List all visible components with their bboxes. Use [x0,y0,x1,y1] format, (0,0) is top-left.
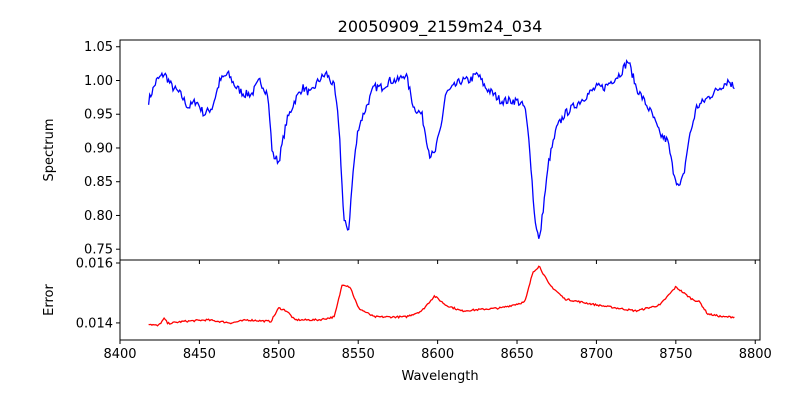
axes-frame [119,259,761,341]
y-tick-label: 1.05 [84,40,113,55]
x-tick-label: 8400 [103,347,136,362]
x-axis-label: Wavelength [401,369,478,384]
y-tick-label: 1.00 [84,74,113,89]
y-tick-label: 0.016 [76,256,113,271]
x-tick-label: 8450 [183,347,216,362]
x-tick-label: 8650 [500,347,533,362]
y-tick-label: 0.95 [84,108,113,123]
y-tick-label: 0.80 [84,209,113,224]
x-tick-label: 8700 [580,347,613,362]
x-tick-label: 8500 [262,347,295,362]
series-line-error [148,265,735,327]
x-tick-label: 8550 [342,347,375,362]
x-tick-label: 8600 [421,347,454,362]
x-tick-label: 8800 [739,347,772,362]
error-panel: 0.014 0.016 8400 8450 8500 8550 8600 8650 8700 87… [76,256,772,362]
y-axis-label-error: Error [42,284,57,316]
y-tick-label: 0.85 [84,175,113,190]
series-line-spectrum [147,58,735,239]
y-axis-label-spectrum: Spectrum [42,119,57,182]
spectrum-panel: 0.75 0.80 0.85 0.90 0.95 1.00 1.05 [84,39,761,264]
y-tick-label: 0.014 [76,316,113,331]
x-tick-label: 8750 [659,347,692,362]
y-tick-label: 0.75 [84,243,113,258]
y-tick-label: 0.90 [84,141,113,156]
chart-title: 20050909_2159m24_034 [338,17,543,37]
axes-frame [119,39,761,261]
